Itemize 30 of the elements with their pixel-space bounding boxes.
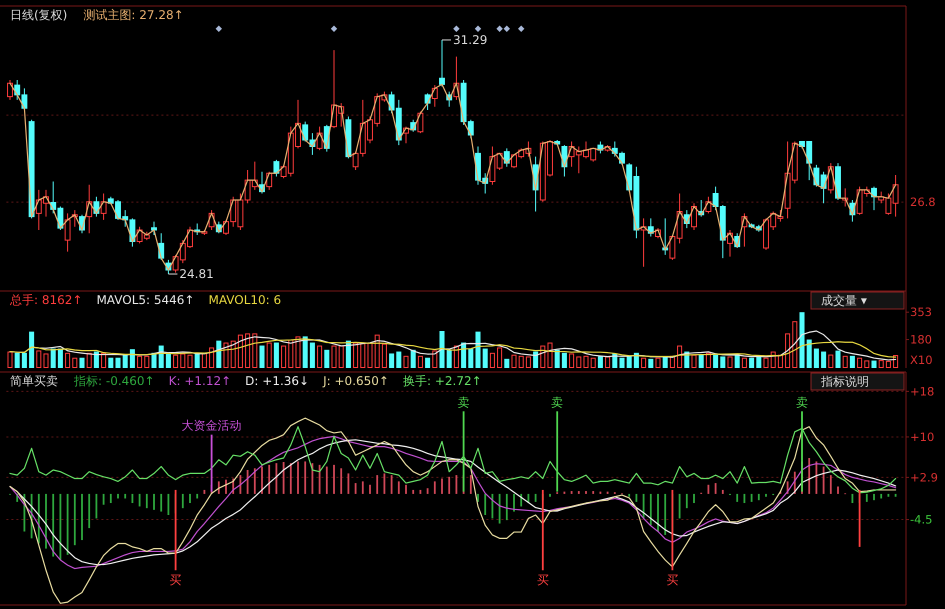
y-tick-label: +18 xyxy=(910,384,934,398)
y-tick-label: +2.9 xyxy=(910,470,938,484)
data-label: 买 xyxy=(170,573,182,588)
annotation: 31.29 xyxy=(453,32,488,47)
text: K: +1.12↑ xyxy=(168,374,232,388)
y-tick-label: 180 xyxy=(910,332,932,347)
data-label: 卖 xyxy=(551,395,564,410)
text: 换手: +2.72↑ xyxy=(402,374,482,388)
data-label: 买 xyxy=(536,573,549,588)
chart-title: 简单买卖 xyxy=(10,374,58,388)
text: X10 xyxy=(910,353,933,367)
y-tick-label: -4.5 xyxy=(910,512,932,527)
data-label: 买 xyxy=(666,573,678,588)
annotation: 指标说明 xyxy=(820,374,869,388)
data-label: 卖 xyxy=(796,395,808,410)
data-label: 大资金活动 xyxy=(182,418,242,433)
text: MAVOL5: 5446↑ xyxy=(96,293,194,307)
y-tick-label: 353 xyxy=(910,305,932,320)
text: MAVOL10: 6 xyxy=(208,293,282,307)
ref-line-label: 26.8 xyxy=(910,195,936,210)
data-label: 卖 xyxy=(458,395,470,410)
annotation: 成交量 ▾ xyxy=(821,294,867,308)
text: D: +1.36↓ xyxy=(245,374,310,388)
text: 总手: 8162↑ xyxy=(9,293,82,307)
text: J: +0.650↑ xyxy=(322,374,389,388)
chart-title: 日线(复权) xyxy=(10,8,68,22)
annotation: 24.81 xyxy=(179,267,214,282)
text: 指标: -0.460↑ xyxy=(73,374,155,388)
text: 测试主图: 27.28↑ xyxy=(83,8,184,22)
y-tick-label: +10 xyxy=(910,430,934,444)
